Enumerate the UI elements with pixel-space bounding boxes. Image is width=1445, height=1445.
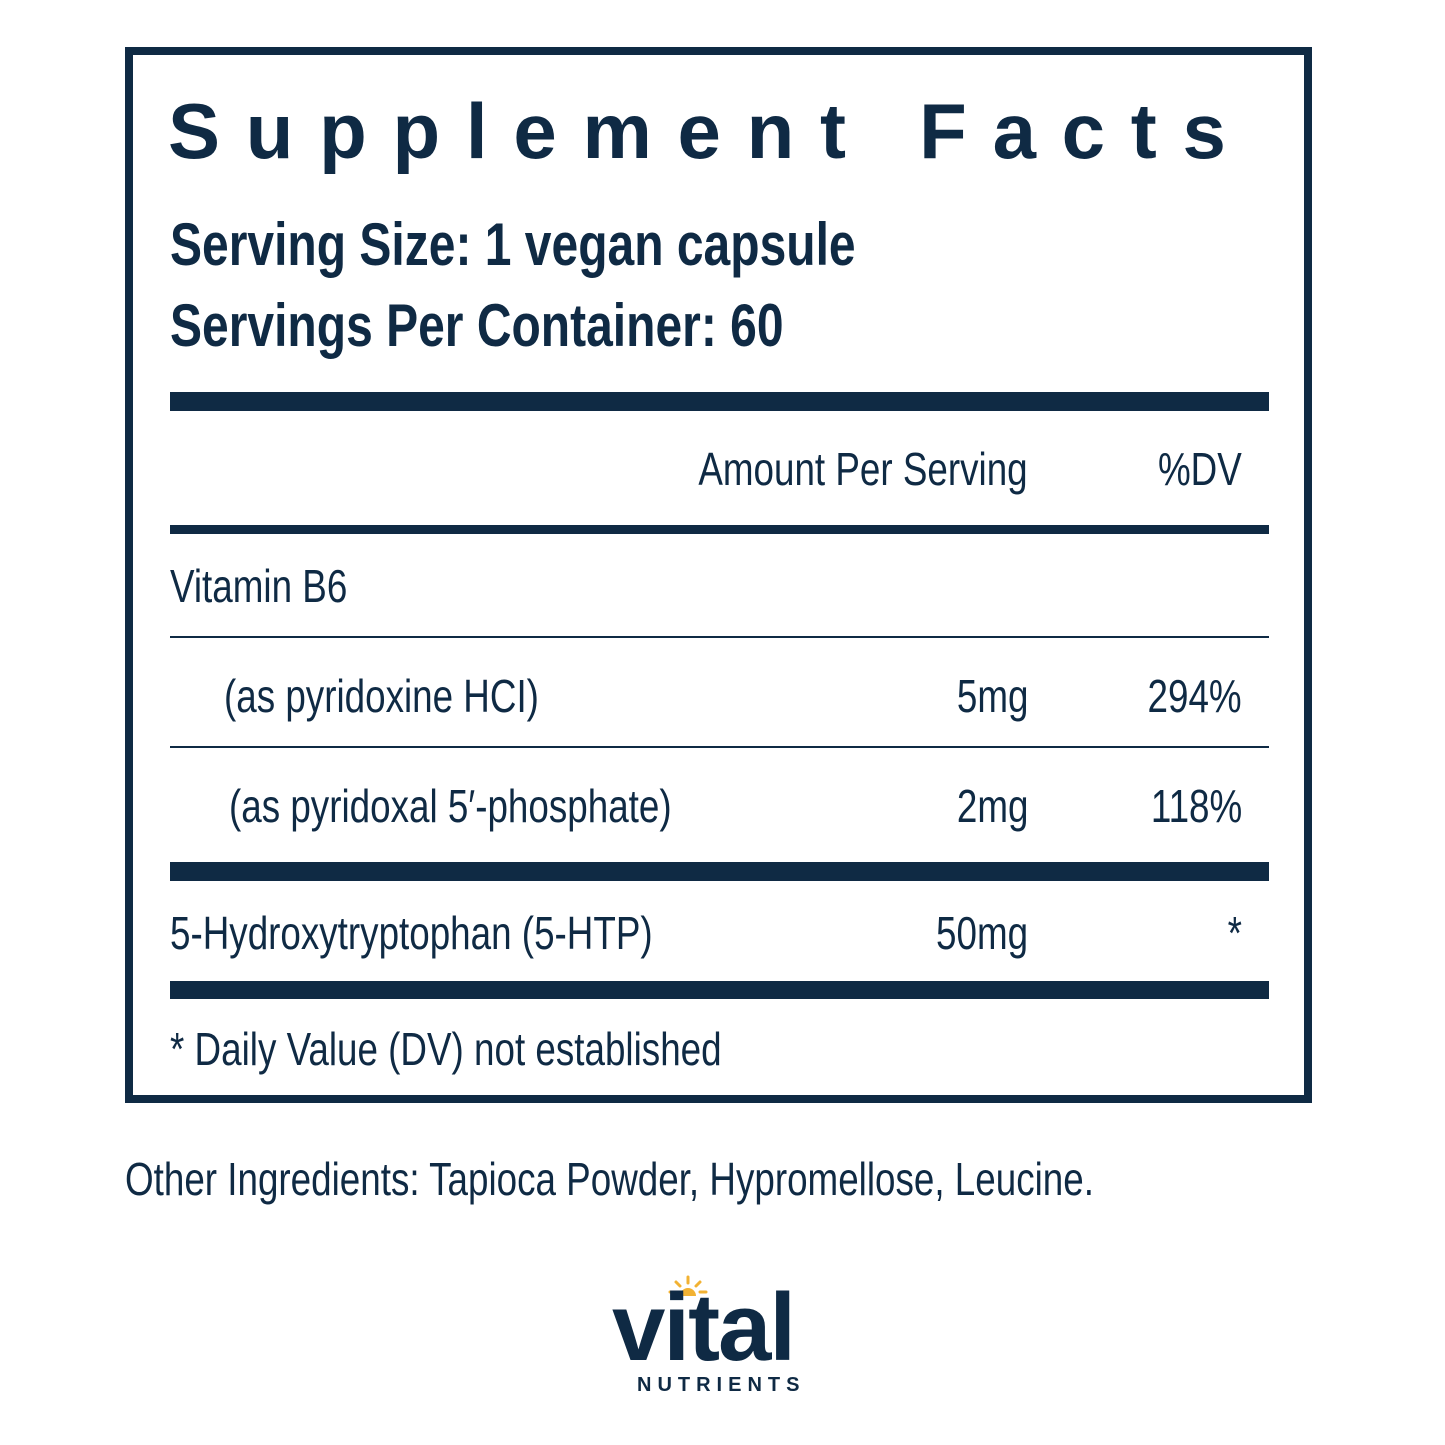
footnote: * Daily Value (DV) not established xyxy=(170,1023,722,1075)
nutrient-name: Vitamin B6 xyxy=(170,560,348,612)
nutrient-dv: 118% xyxy=(1150,780,1242,832)
label-title: Supplement Facts xyxy=(168,87,1252,175)
thin-rule xyxy=(170,746,1269,748)
thick-rule xyxy=(170,862,1269,881)
nutrient-dv: * xyxy=(1227,907,1242,959)
servings-per-container: Servings Per Container: 60 xyxy=(170,292,784,359)
nutrient-name: (as pyridoxine HCI) xyxy=(224,670,539,722)
thick-rule xyxy=(170,981,1269,999)
header-dv: %DV xyxy=(1158,443,1242,495)
nutrient-amount: 5mg xyxy=(956,670,1028,722)
nutrient-amount: 50mg xyxy=(935,907,1028,959)
rule xyxy=(170,525,1269,534)
nutrient-name: (as pyridoxal 5′-phosphate) xyxy=(229,780,672,832)
serving-size: Serving Size: 1 vegan capsule xyxy=(170,211,856,278)
thin-rule xyxy=(170,636,1269,638)
brand-name: vital xyxy=(612,1274,796,1381)
nutrient-name: 5-Hydroxytryptophan (5-HTP) xyxy=(170,907,653,959)
nutrient-amount: 2mg xyxy=(956,780,1028,832)
other-ingredients: Other Ingredients: Tapioca Powder, Hypro… xyxy=(125,1153,1094,1205)
thick-rule xyxy=(170,392,1269,411)
nutrient-dv: 294% xyxy=(1147,670,1242,722)
label-box xyxy=(125,47,1312,1103)
brand-tagline: NUTRIENTS xyxy=(637,1374,806,1396)
header-amount: Amount Per Serving xyxy=(698,443,1028,495)
sun-icon xyxy=(668,1275,708,1296)
